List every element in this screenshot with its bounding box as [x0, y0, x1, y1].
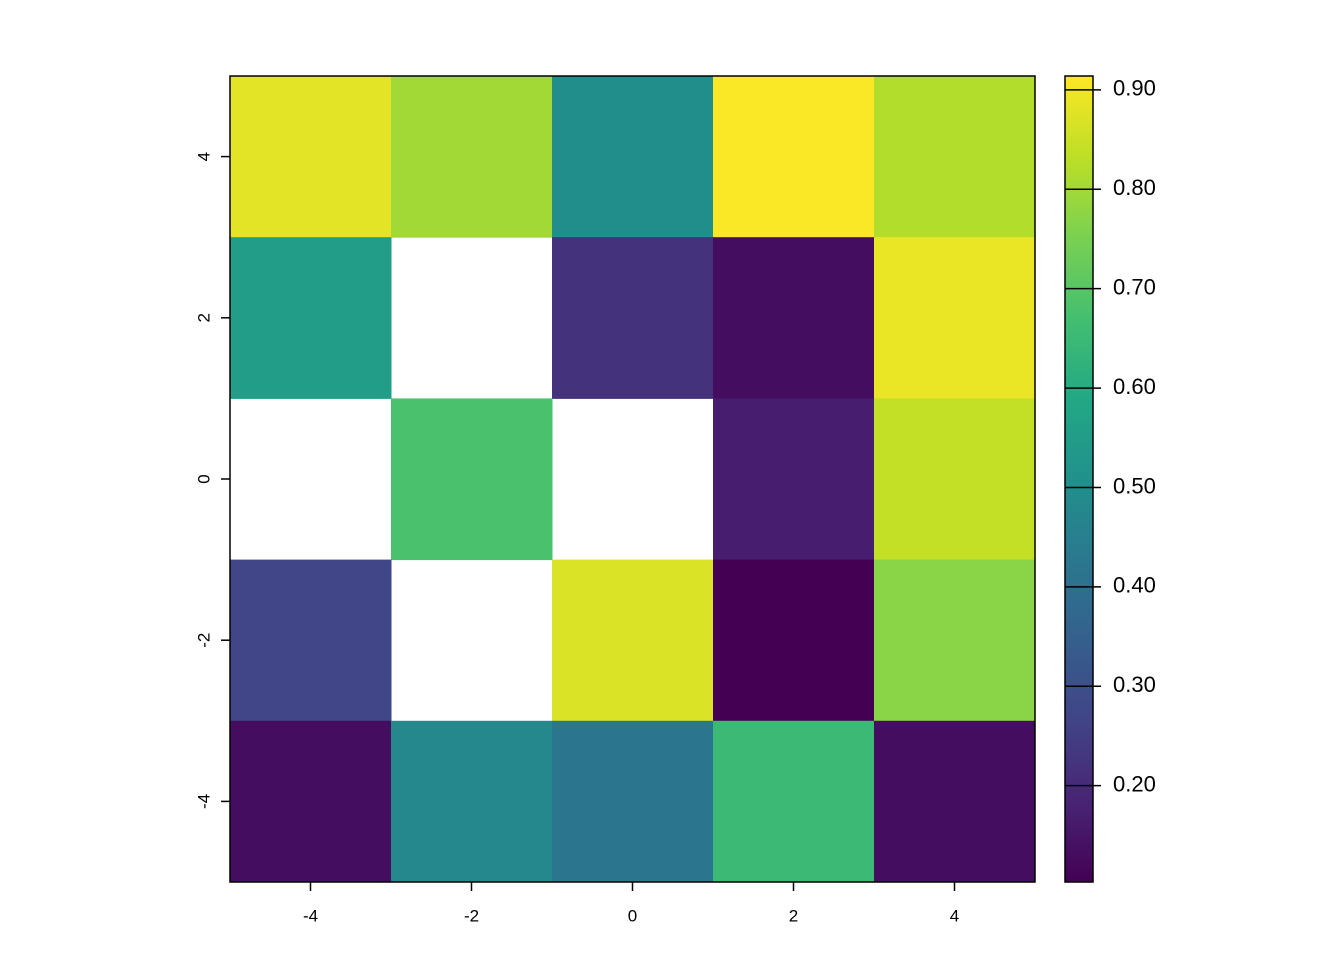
x-tick-label: 4	[950, 906, 959, 925]
heatmap-cell	[874, 76, 1036, 238]
heatmap-cell	[713, 237, 875, 399]
x-tick-label: -4	[303, 906, 318, 925]
y-tick-label: 2	[194, 313, 213, 322]
heatmap-cell	[230, 76, 392, 238]
colorbar-tick-label: 0.20	[1113, 771, 1156, 796]
heatmap-cell	[713, 398, 875, 561]
heatmap-cell	[874, 720, 1036, 883]
colorbar-tick-label: 0.30	[1113, 672, 1156, 697]
y-tick-label: 0	[194, 474, 213, 483]
heatmap-cell	[230, 720, 392, 883]
heatmap-cell	[713, 76, 875, 238]
colorbar-tick-label: 0.80	[1113, 175, 1156, 200]
heatmap-cell	[713, 559, 875, 722]
x-tick-label: -2	[464, 906, 479, 925]
heatmap-cell	[391, 720, 553, 883]
colorbar-tick-label: 0.50	[1113, 473, 1156, 498]
y-tick-label: 4	[194, 152, 213, 161]
y-tick-label: -2	[194, 633, 213, 648]
colorbar	[1064, 75, 1094, 883]
heatmap-cell	[552, 76, 714, 238]
heatmap-cell	[874, 398, 1036, 561]
colorbar-tick-label: 0.70	[1113, 274, 1156, 299]
heatmap-cell	[230, 237, 392, 399]
heatmap-cell	[552, 237, 714, 399]
heatmap-cell	[552, 720, 714, 883]
colorbar-tick-label: 0.60	[1113, 374, 1156, 399]
x-tick-label: 2	[789, 906, 798, 925]
heatmap-cell	[552, 559, 714, 722]
heatmap-cell	[713, 720, 875, 883]
y-tick-label: -4	[194, 794, 213, 809]
colorbar-tick-label: 0.40	[1113, 573, 1156, 598]
heatmap-cell	[230, 559, 392, 722]
heatmap-cell	[874, 237, 1036, 399]
colorbar-tick-label: 0.90	[1113, 76, 1156, 101]
x-tick-label: 0	[628, 906, 637, 925]
heatmap-cell	[874, 559, 1036, 722]
heatmap-cell	[391, 76, 553, 238]
heatmap-cell	[391, 398, 553, 561]
